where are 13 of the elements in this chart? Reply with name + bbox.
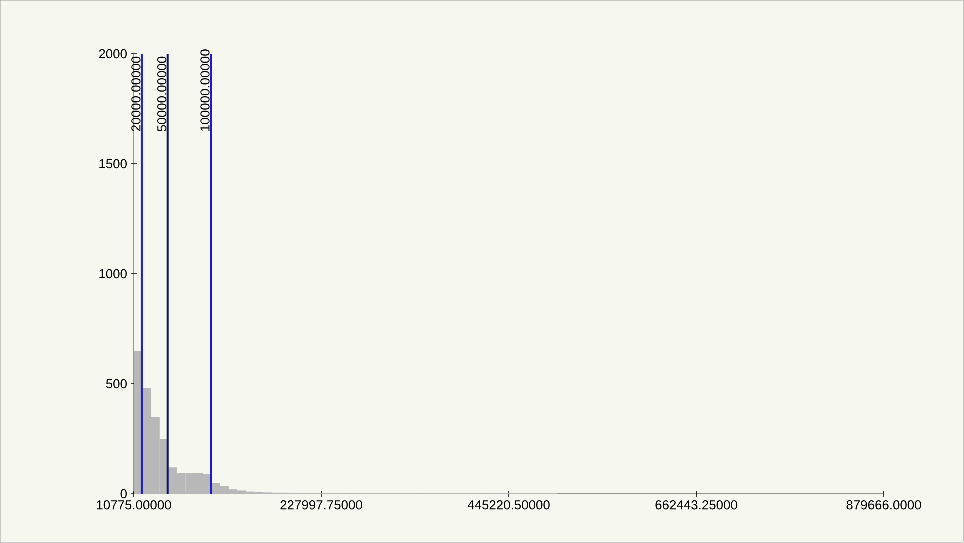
ref-line-label: 50000.00000 xyxy=(157,56,167,132)
y-tick-label: 1500 xyxy=(100,159,127,169)
y-tick-label: 2000 xyxy=(99,49,127,59)
x-tick-label: 227997.75000 xyxy=(280,500,362,510)
ref-line-label: 20000.00000 xyxy=(132,56,141,132)
x-tick-label: 445220.50000 xyxy=(468,500,550,510)
y-tick-label: 1000 xyxy=(100,269,127,279)
ref-line-label: 100000.00000 xyxy=(200,50,210,132)
y-tick-label: 500 xyxy=(106,379,127,389)
x-tick-label: 662443.25000 xyxy=(656,500,738,510)
x-tick-label: 10775.00000 xyxy=(97,500,172,510)
x-tick-label: 879666.0000 xyxy=(846,500,922,510)
y-tick-label: 0 xyxy=(120,489,127,499)
